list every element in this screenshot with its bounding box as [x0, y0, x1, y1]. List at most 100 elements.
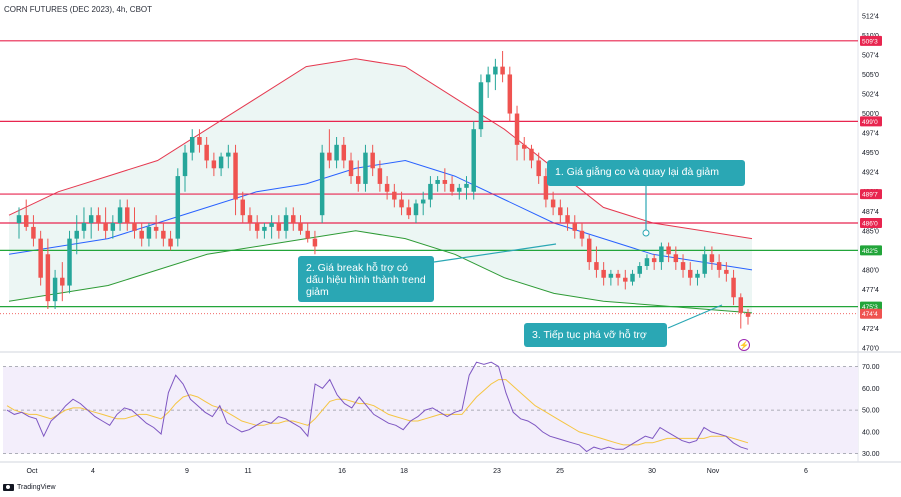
candle-2: [31, 226, 36, 239]
candle-77: [572, 223, 578, 231]
candle-43: [327, 152, 332, 161]
annotation-1: 1. Giá giằng co và quay lại đà giảm: [547, 160, 745, 186]
candle-52: [392, 191, 397, 200]
candle-1: [23, 215, 29, 227]
time-tick-10: 6: [804, 468, 808, 475]
candle-61: [457, 187, 462, 192]
flash-icon[interactable]: ⚡: [738, 339, 750, 351]
rsi-tick-4: 30.00: [862, 451, 880, 458]
candle-88: [651, 258, 657, 263]
candle-45: [341, 144, 347, 161]
price-tick-10: 487'4: [862, 209, 879, 216]
annotation-3-pointer: [667, 304, 723, 329]
candle-55: [413, 203, 419, 216]
candle-14: [117, 207, 123, 223]
candle-44: [334, 144, 339, 161]
candle-50: [377, 168, 383, 184]
time-tick-2: 9: [185, 468, 189, 475]
candle-47: [356, 176, 361, 184]
candle-13: [110, 223, 116, 231]
rsi-tick-2: 50.00: [862, 408, 880, 415]
candle-100: [738, 297, 744, 313]
candle-42: [319, 152, 325, 216]
candle-51: [384, 183, 390, 192]
candle-17: [139, 230, 144, 239]
level-tag-2: [860, 189, 882, 200]
price-tick-11: 485'0: [862, 228, 879, 235]
rsi-tick-1: 60.00: [862, 386, 880, 393]
candle-93: [688, 269, 693, 278]
annotation-3: 3. Tiếp tục phá vỡ hỗ trợ: [524, 323, 667, 347]
annotation-2: 2. Giá break hỗ trợ có dấu hiệu hình thà…: [298, 256, 434, 302]
annotation-2-pointer: [433, 243, 557, 263]
bollinger-upper: [8, 58, 753, 240]
time-tick-9: Nov: [707, 468, 720, 475]
candle-67: [500, 66, 505, 75]
candle-54: [406, 207, 411, 216]
last-price-label: 474'4: [862, 311, 878, 318]
candle-15: [125, 207, 130, 223]
price-tick-16: 472'4: [862, 326, 879, 333]
candle-68: [507, 74, 513, 114]
candle-0: [16, 215, 22, 223]
price-tick-13: 480'0: [862, 267, 879, 274]
candle-97: [716, 262, 722, 270]
candle-38: [291, 215, 296, 223]
price-tick-14: 477'4: [862, 287, 879, 294]
candle-80: [594, 262, 599, 270]
candle-82: [608, 273, 614, 278]
rsi-tick-0: 70.00: [862, 364, 880, 371]
candle-79: [586, 238, 592, 263]
annotation-1-marker: [642, 229, 650, 237]
candle-4: [45, 254, 51, 302]
rsi-line: [6, 361, 749, 453]
price-tick-0: 512'4: [862, 13, 879, 20]
candle-96: [709, 254, 715, 263]
candle-94: [695, 273, 700, 278]
candle-39: [298, 223, 303, 231]
candle-58: [435, 180, 440, 184]
candle-90: [666, 246, 671, 255]
time-tick-5: 18: [400, 468, 408, 475]
candle-99: [731, 277, 736, 298]
time-tick-0: Oct: [27, 468, 38, 475]
candle-24: [189, 137, 195, 153]
candle-95: [702, 254, 707, 274]
candle-83: [615, 273, 621, 278]
price-tick-17: 470'0: [862, 346, 879, 353]
tradingview-branding[interactable]: TradingView: [3, 484, 56, 491]
candle-65: [485, 74, 491, 83]
candle-33: [254, 223, 260, 231]
level-tag-4: [860, 245, 882, 256]
candle-29: [226, 152, 231, 157]
candle-32: [247, 215, 253, 223]
candle-84: [623, 277, 628, 282]
level-tag-1: [860, 116, 882, 127]
candle-34: [262, 226, 267, 231]
candle-16: [132, 223, 137, 231]
candle-78: [579, 230, 585, 239]
level-tag-label-3: 486'0: [862, 221, 878, 228]
candle-69: [514, 113, 520, 145]
candle-21: [168, 238, 173, 247]
candle-60: [449, 183, 455, 192]
candle-87: [644, 258, 650, 266]
candle-57: [428, 183, 433, 200]
candle-91: [673, 254, 679, 263]
candle-86: [637, 266, 642, 274]
chart-title: CORN FUTURES (DEC 2023), 4h, CBOT: [4, 5, 153, 14]
candle-18: [146, 226, 152, 239]
tradingview-logo-icon: [3, 484, 14, 491]
candle-49: [370, 152, 375, 169]
candle-59: [442, 180, 448, 184]
candle-35: [269, 223, 274, 227]
candle-85: [630, 273, 635, 282]
candle-64: [478, 82, 484, 130]
candle-63: [471, 129, 476, 192]
candle-37: [283, 215, 289, 231]
price-tick-3: 505'0: [862, 72, 879, 79]
candle-73: [543, 176, 549, 200]
candle-74: [550, 199, 556, 208]
